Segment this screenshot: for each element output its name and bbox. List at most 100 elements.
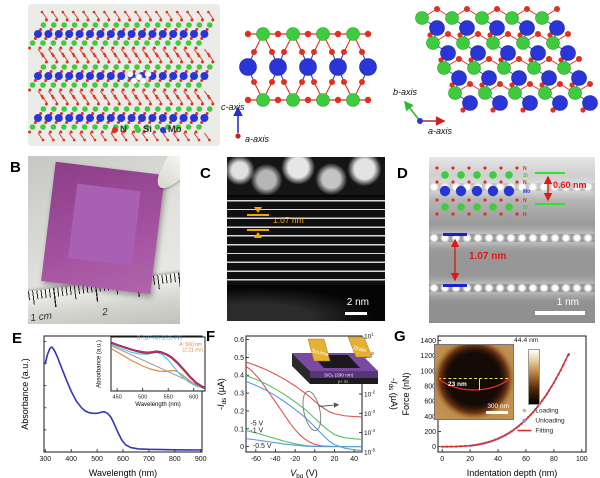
svg-text:10-3: 10-3	[364, 409, 376, 418]
a-axis-dot	[235, 133, 241, 139]
svg-text:N: N	[523, 166, 527, 172]
svg-text:1000: 1000	[420, 368, 436, 375]
ruler-mark-2: 2	[101, 306, 109, 319]
svg-text:-Ids (µA): -Ids (µA)	[216, 378, 228, 410]
si-substrate-face	[310, 378, 378, 384]
svg-text:-60: -60	[251, 456, 261, 463]
svg-text:1200: 1200	[420, 353, 436, 360]
svg-text:Si: Si	[523, 205, 528, 211]
monolayer-mark-top	[535, 172, 565, 174]
sio2-front-face	[310, 371, 378, 378]
haadf-stem-image: N Si N Mo N Si N 0.60 nm 1.07 nm 1 nm	[429, 157, 595, 323]
crystal-structure-side-view: c-axis a-axis	[221, 27, 377, 144]
svg-text:300: 300	[39, 456, 51, 463]
layered-lattice-fringes	[227, 197, 385, 285]
origin-dot	[417, 118, 423, 124]
svg-text:Absorbance (a.u.): Absorbance (a.u.)	[20, 358, 30, 430]
a-axis-label-top: a-axis	[428, 126, 453, 136]
svg-text:-1 V: -1 V	[250, 428, 263, 435]
svg-text:Si: Si	[523, 173, 528, 179]
svg-text:(2.21 eV): (2.21 eV)	[182, 348, 203, 354]
drain-label: Drain	[353, 345, 367, 354]
svg-text:10-2: 10-2	[364, 390, 376, 399]
panel-label-f: F	[206, 328, 216, 345]
svg-text:B: 527 nm (2.35 eV): B: 527 nm (2.35 eV)	[137, 336, 182, 342]
svg-text:10-5: 10-5	[364, 448, 376, 457]
svg-text:-0.5 V: -0.5 V	[253, 443, 272, 450]
legend-item-mo: Mo	[159, 124, 182, 135]
scalebar-label: 300 nm	[487, 403, 509, 410]
svg-text:10-4: 10-4	[364, 428, 376, 437]
atom-legend: N Si Mo	[112, 124, 190, 135]
svg-text:Vbg (V): Vbg (V)	[290, 468, 318, 478]
arrow-up-icon	[254, 232, 262, 238]
svg-text:0: 0	[440, 456, 444, 463]
amorphous-top-layer	[227, 157, 385, 195]
svg-text:Absorbance (a.u.): Absorbance (a.u.)	[97, 340, 103, 388]
svg-text:600: 600	[424, 399, 436, 406]
svg-text:Unloading: Unloading	[535, 418, 565, 425]
afm-image: 23 nm 300 nm	[434, 344, 514, 420]
svg-text:Wavelength (nm): Wavelength (nm)	[135, 402, 180, 408]
svg-text:Mo: Mo	[523, 189, 530, 195]
mo-atom-dot	[159, 126, 166, 133]
svg-text:450: 450	[113, 395, 122, 401]
profile-line-dashed	[438, 378, 508, 379]
interlayer-spacing-label: 1.07 nm	[469, 251, 507, 262]
substrate-label: p+ Si	[338, 379, 348, 384]
c-axis-label: c-axis	[221, 102, 245, 112]
panel-label-b: B	[10, 159, 21, 176]
svg-text:20: 20	[331, 456, 339, 463]
svg-text:-20: -20	[290, 456, 300, 463]
scalebar	[535, 311, 585, 315]
scalebar	[345, 311, 367, 315]
svg-text:A: 560 nm: A: 560 nm	[179, 342, 202, 348]
svg-text:100: 100	[576, 456, 588, 463]
cross-section-tem-image: 1.07 nm 2 nm	[227, 157, 385, 321]
ruler-mark-1cm: 1 cm	[29, 310, 53, 324]
spacing-mark-top	[247, 214, 269, 216]
svg-text:550: 550	[164, 395, 173, 401]
svg-text:0.2: 0.2	[234, 408, 244, 415]
svg-text:1400: 1400	[420, 338, 436, 345]
svg-text:600: 600	[189, 395, 198, 401]
a-axis-label: a-axis	[245, 134, 270, 144]
legend-item-si: Si	[134, 124, 152, 135]
svg-text:-5 V: -5 V	[250, 421, 263, 428]
svg-text:N: N	[523, 212, 527, 218]
svg-text:20: 20	[466, 456, 474, 463]
svg-text:Fitting: Fitting	[535, 428, 553, 435]
arrow-down-icon	[254, 207, 262, 213]
svg-text:Force (nN): Force (nN)	[401, 372, 411, 415]
scalebar-label: 1 nm	[556, 297, 579, 308]
mosi2n4-film-sample	[41, 161, 165, 295]
deflection-profile	[437, 377, 511, 391]
height-colorbar	[528, 349, 540, 405]
side-view-axis-indicator: c-axis a-axis	[221, 102, 270, 144]
interlayer-mark-bottom	[443, 284, 467, 287]
svg-text:-Ids (µA): -Ids (µA)	[387, 378, 399, 410]
svg-text:Loading: Loading	[535, 408, 559, 415]
depth-dimension-line	[479, 379, 481, 390]
svg-text:80: 80	[550, 456, 558, 463]
film-inner-region	[68, 183, 141, 266]
svg-text:200: 200	[424, 429, 436, 436]
svg-text:800: 800	[424, 383, 436, 390]
svg-text:0: 0	[313, 456, 317, 463]
svg-text:400: 400	[424, 414, 436, 421]
crystal-structure-top-view: b-axis a-axis	[393, 6, 598, 136]
interlayer-spacing-arrow	[450, 238, 460, 282]
svg-text:0.4: 0.4	[234, 373, 244, 380]
svg-text:N: N	[523, 180, 527, 186]
panel-label-g: G	[394, 328, 406, 345]
svg-text:-40: -40	[270, 456, 280, 463]
svg-text:Wavelength (nm): Wavelength (nm)	[89, 468, 157, 478]
svg-text:600: 600	[117, 456, 129, 463]
slab-side-face	[292, 353, 310, 384]
monolayer-mark-bottom	[535, 203, 565, 205]
atom-row	[429, 234, 595, 242]
scalebar	[486, 411, 508, 414]
svg-text:40: 40	[494, 456, 502, 463]
svg-text:Indentation depth (nm): Indentation depth (nm)	[467, 468, 558, 478]
